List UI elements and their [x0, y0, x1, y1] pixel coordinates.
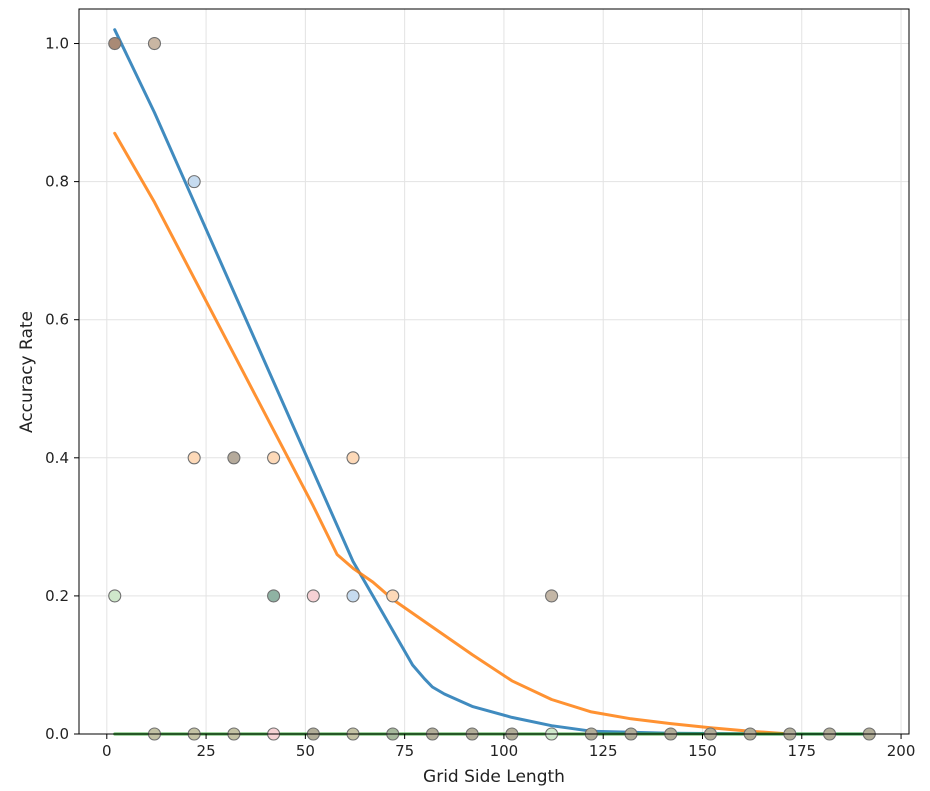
plot-background	[79, 9, 909, 734]
scatter-point	[108, 589, 122, 603]
y-tick-label: 1.0	[45, 35, 69, 53]
scatter-point	[227, 451, 241, 465]
scatter-point	[386, 589, 400, 603]
scatter-point	[346, 451, 360, 465]
x-tick-label: 25	[197, 742, 216, 760]
series-line-0	[113, 28, 871, 736]
series-line-1	[113, 131, 792, 736]
scatter-point	[267, 589, 281, 603]
scatter-point	[187, 451, 201, 465]
scatter-point	[147, 36, 162, 51]
x-tick-label: 100	[490, 742, 519, 760]
scatter-point	[108, 36, 122, 51]
y-axis-label: Accuracy Rate	[17, 311, 37, 433]
x-tick-label: 150	[688, 742, 717, 760]
y-tick-label: 0.4	[45, 449, 69, 467]
grid	[79, 9, 909, 735]
x-tick-label: 50	[296, 742, 315, 760]
scatter-point	[187, 175, 201, 189]
x-tick-label: 125	[589, 742, 618, 760]
y-tick-label: 0.6	[45, 311, 69, 329]
y-tick-label: 0.8	[45, 173, 69, 191]
x-axis-label: Grid Side Length	[423, 767, 565, 787]
scatter-point	[346, 589, 360, 603]
scatter-point	[545, 589, 559, 603]
y-tick-label: 0.2	[45, 587, 69, 605]
x-tick-label: 200	[887, 742, 916, 760]
y-axis-ticks: 0.0 0.2 0.4 0.6 0.8 1.0	[45, 35, 79, 743]
plot-frame	[78, 8, 910, 735]
x-tick-label: 175	[787, 742, 816, 760]
x-axis-ticks: 0 25 50 75 100 125 150 175 200	[102, 734, 915, 760]
y-tick-label: 0.0	[45, 725, 69, 743]
x-tick-label: 0	[102, 742, 112, 760]
scatter-point	[306, 589, 320, 603]
x-tick-label: 75	[395, 742, 414, 760]
scatter-point	[267, 451, 281, 465]
